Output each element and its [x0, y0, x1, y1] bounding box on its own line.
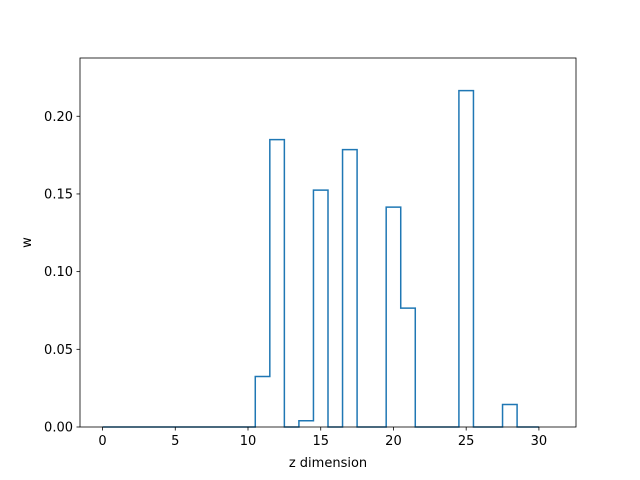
x-axis-label: z dimension [289, 456, 367, 471]
x-tick-label: 30 [531, 434, 548, 449]
y-axis-ticks: 0.00 0.05 0.10 0.15 0.20 [44, 110, 80, 436]
x-axis-ticks: 0 5 10 15 20 25 30 [98, 427, 547, 449]
x-tick-label: 25 [458, 434, 475, 449]
plot-frame [79, 57, 577, 428]
y-tick-label: 0.20 [44, 110, 73, 125]
x-tick-label: 0 [98, 434, 106, 449]
y-tick-label: 0.10 [44, 265, 73, 280]
x-tick-label: 5 [171, 434, 179, 449]
x-tick-label: 10 [240, 434, 257, 449]
x-tick-label: 15 [312, 434, 329, 449]
y-tick-label: 0.00 [44, 421, 73, 436]
x-tick-label: 20 [385, 434, 402, 449]
y-tick-label: 0.05 [44, 343, 73, 358]
y-axis-label: w [20, 237, 35, 248]
y-tick-label: 0.15 [44, 187, 73, 202]
